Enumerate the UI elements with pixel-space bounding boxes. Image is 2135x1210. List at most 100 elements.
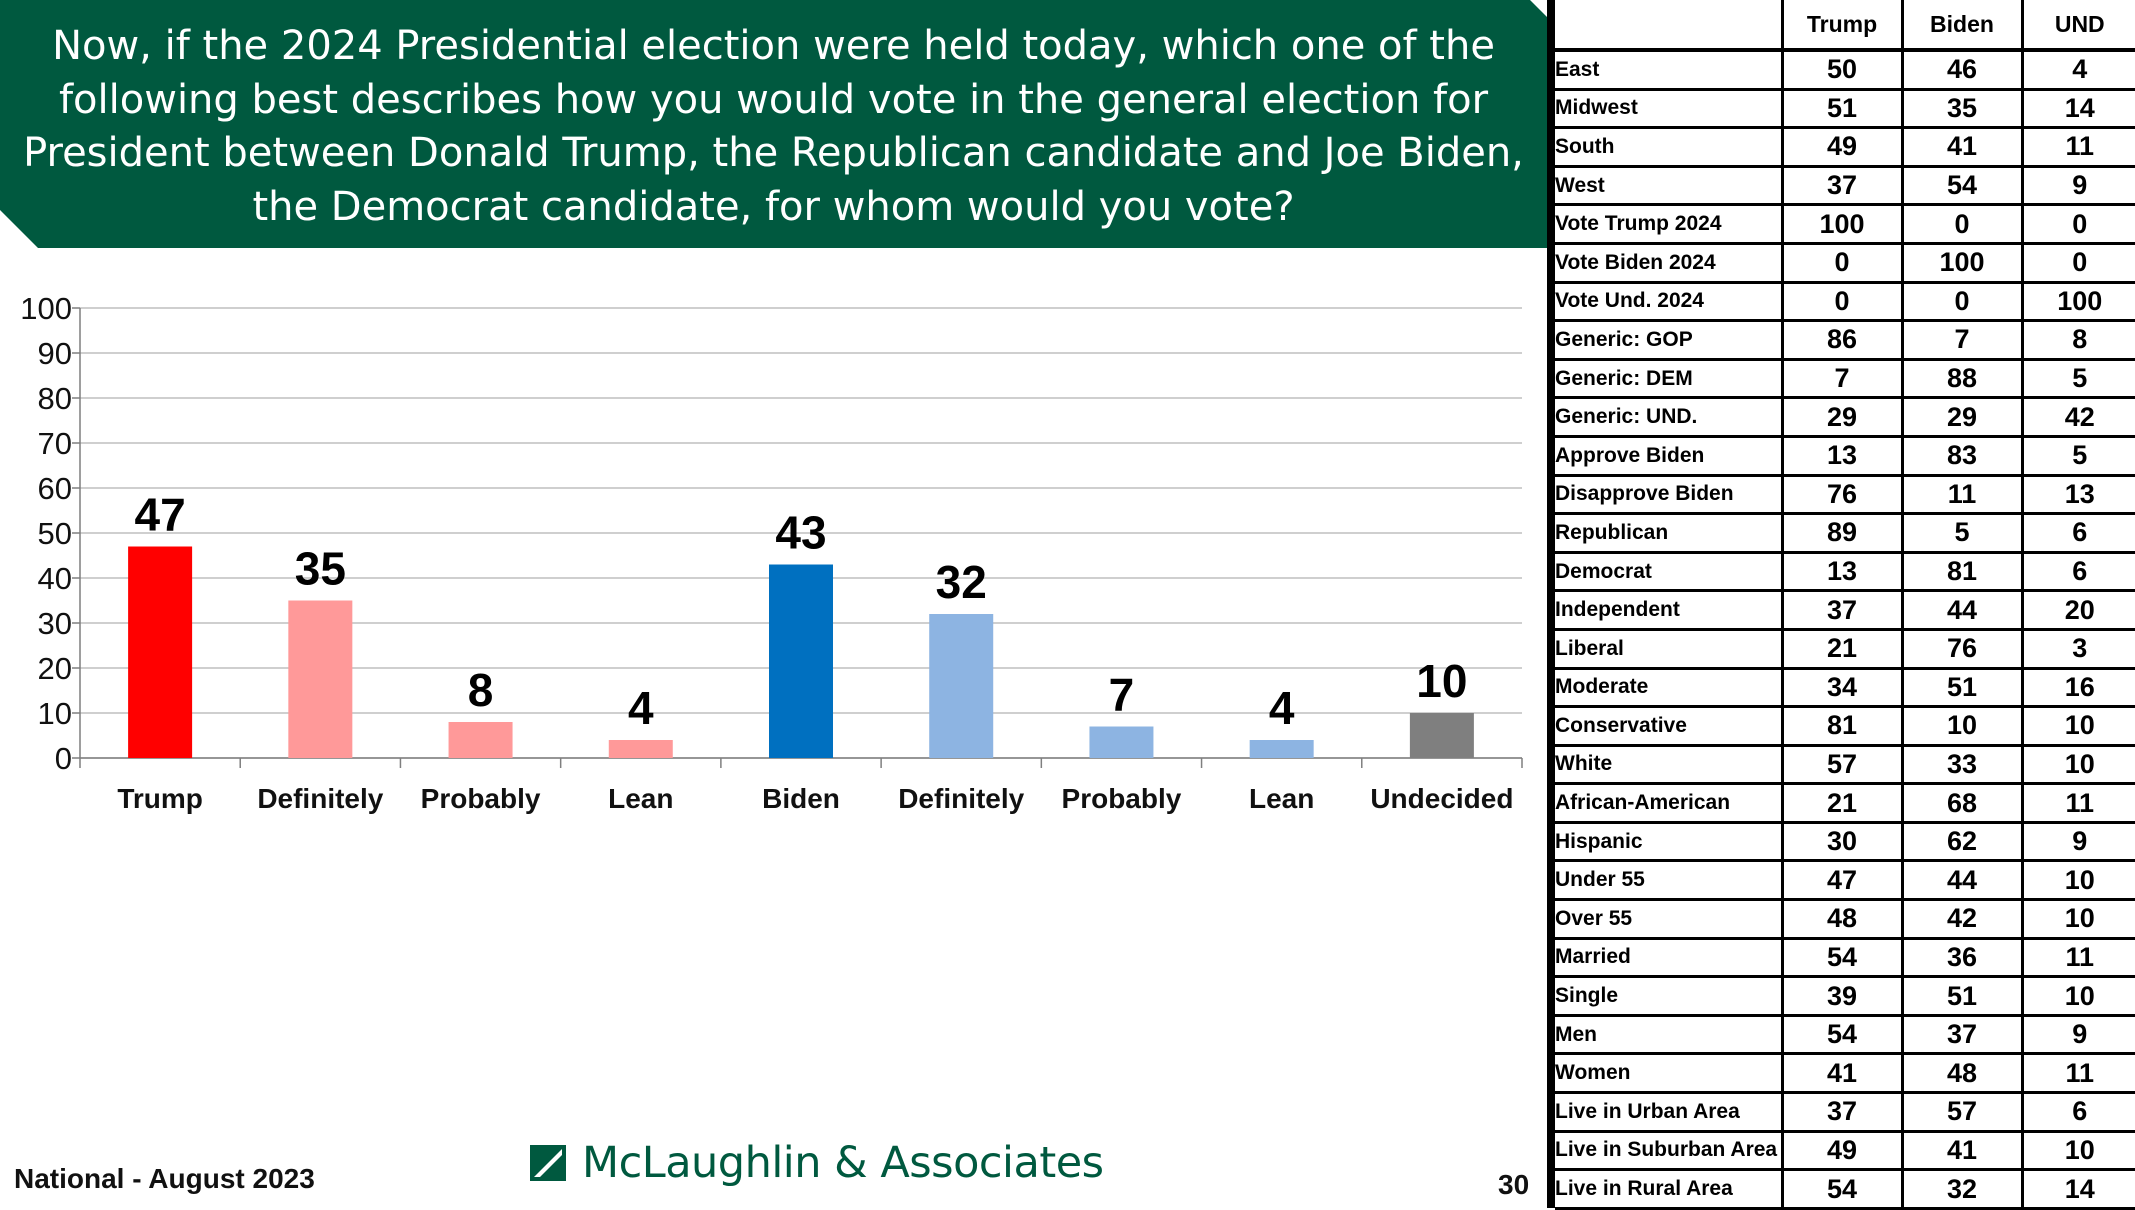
crosstab-cell-biden: 46 [1902, 50, 2024, 91]
crosstab-cell-trump: 37 [1782, 166, 1904, 207]
crosstab-header-trump: Trump [1782, 0, 1904, 52]
crosstab-cell-und: 9 [2022, 822, 2135, 863]
page-number: 30 [1498, 1169, 1530, 1200]
crosstab-row: Moderate 34 51 16 [1555, 668, 2135, 709]
y-tick-label: 50 [38, 516, 72, 551]
crosstab-cell-und: 6 [2022, 552, 2135, 593]
company-logo: McLaughlin & Associates [530, 1138, 1104, 1188]
bar-chart: 010203040506070809010047Trump35Definitel… [20, 291, 1523, 814]
crosstab-cell-trump: 37 [1782, 1092, 1904, 1133]
crosstab-cell-biden: 48 [1902, 1053, 2024, 1095]
crosstab-cell-biden: 62 [1902, 822, 2024, 863]
crosstab-row-label: Liberal [1555, 629, 1784, 670]
category-label: Definitely [898, 783, 1024, 814]
data-label: 32 [936, 556, 987, 608]
crosstab-row: Hispanic 30 62 9 [1555, 822, 2135, 863]
crosstab-row-label: East [1555, 50, 1784, 91]
crosstab-cell-trump: 7 [1782, 359, 1904, 400]
crosstab-cell-trump: 21 [1782, 629, 1904, 670]
data-label: 10 [1416, 655, 1467, 707]
crosstab-cell-trump: 21 [1782, 783, 1904, 824]
crosstab-cell-biden: 44 [1902, 860, 2024, 902]
crosstab-row-label: Over 55 [1555, 899, 1784, 940]
crosstab-row: Liberal 21 76 3 [1555, 629, 2135, 670]
crosstab-cell-trump: 29 [1782, 397, 1904, 438]
crosstab-row: Vote Biden 2024 0 100 0 [1555, 243, 2135, 284]
crosstab-cell-und: 3 [2022, 629, 2135, 670]
crosstab-row: Under 55 47 44 10 [1555, 860, 2135, 902]
logo-text: McLaughlin & Associates [582, 1138, 1104, 1188]
crosstab-cell-biden: 83 [1902, 436, 2024, 477]
crosstab-row: Over 55 48 42 10 [1555, 899, 2135, 940]
crosstab-header-biden: Biden [1902, 0, 2024, 52]
crosstab-row-label: Live in Urban Area [1555, 1092, 1784, 1133]
crosstab-cell-biden: 10 [1902, 706, 2024, 747]
crosstab-cell-biden: 51 [1902, 668, 2024, 709]
crosstab-cell-biden: 5 [1902, 513, 2024, 554]
crosstab-row-label: Single [1555, 976, 1784, 1017]
bar [608, 740, 673, 758]
crosstab-row: East 50 46 4 [1555, 50, 2135, 91]
crosstab-cell-und: 9 [2022, 166, 2135, 207]
crosstab-row-label: Generic: DEM [1555, 359, 1784, 400]
y-tick-label: 40 [38, 561, 72, 596]
crosstab-cell-und: 6 [2022, 1092, 2135, 1133]
crosstab-cell-biden: 51 [1902, 976, 2024, 1017]
category-label: Trump [117, 783, 203, 814]
y-tick-label: 20 [38, 651, 72, 686]
crosstab-row-label: Republican [1555, 513, 1784, 554]
crosstab-row: Conservative 81 10 10 [1555, 706, 2135, 747]
category-label: Probably [421, 783, 541, 814]
crosstab-cell-und: 10 [2022, 745, 2135, 786]
bar [128, 546, 193, 758]
crosstab-cell-biden: 81 [1902, 552, 2024, 593]
crosstab-cell-biden: 36 [1902, 938, 2024, 979]
crosstab-cell-trump: 54 [1782, 938, 1904, 979]
crosstab-row-label: Married [1555, 938, 1784, 979]
y-tick-label: 90 [38, 336, 72, 371]
y-tick-label: 80 [38, 381, 72, 416]
data-label: 8 [468, 664, 494, 716]
crosstab-cell-und: 16 [2022, 668, 2135, 709]
crosstab-row: Approve Biden 13 83 5 [1555, 436, 2135, 477]
crosstab-cell-und: 8 [2022, 320, 2135, 361]
crosstab-cell-und: 10 [2022, 860, 2135, 902]
crosstab-cell-biden: 11 [1902, 475, 2024, 516]
crosstab-cell-biden: 37 [1902, 1015, 2024, 1056]
crosstab-cell-und: 5 [2022, 436, 2135, 477]
bar [1409, 713, 1474, 758]
crosstab-row: Generic: UND. 29 29 42 [1555, 397, 2135, 438]
crosstab-row: Women 41 48 11 [1555, 1053, 2135, 1095]
crosstab-cell-trump: 34 [1782, 668, 1904, 709]
crosstab-row-label: Generic: UND. [1555, 397, 1784, 438]
crosstab-cell-trump: 76 [1782, 475, 1904, 516]
crosstab-cell-biden: 29 [1902, 397, 2024, 438]
crosstab-row: White 57 33 10 [1555, 745, 2135, 786]
crosstab-cell-und: 9 [2022, 1015, 2135, 1056]
category-label: Biden [762, 783, 840, 814]
category-label: Probably [1062, 783, 1182, 814]
crosstab-cell-trump: 86 [1782, 320, 1904, 361]
crosstab-cell-biden: 33 [1902, 745, 2024, 786]
crosstab-row: Single 39 51 10 [1555, 976, 2135, 1017]
crosstab-cell-und: 10 [2022, 899, 2135, 940]
crosstab-row: Generic: GOP 86 7 8 [1555, 320, 2135, 361]
category-label: Lean [608, 783, 673, 814]
crosstab-row: Men 54 37 9 [1555, 1015, 2135, 1056]
crosstab-row: West 37 54 9 [1555, 166, 2135, 207]
crosstab-row: Democrat 13 81 6 [1555, 552, 2135, 593]
crosstab-row-label: Vote Und. 2024 [1555, 282, 1784, 323]
crosstab-cell-und: 13 [2022, 475, 2135, 516]
crosstab-cell-trump: 37 [1782, 590, 1904, 631]
survey-date-label: National - August 2023 [14, 1163, 315, 1194]
crosstab-row: Independent 37 44 20 [1555, 590, 2135, 631]
y-tick-label: 10 [38, 696, 72, 731]
crosstab-cell-und: 11 [2022, 783, 2135, 824]
crosstab-row: African-American 21 68 11 [1555, 783, 2135, 824]
crosstab-cell-trump: 89 [1782, 513, 1904, 554]
crosstab-cell-trump: 48 [1782, 899, 1904, 940]
crosstab-table-panel: Trump Biden UND East 50 46 4 Midwest 51 35 14 So… [1547, 0, 2135, 1210]
crosstab-cell-trump: 41 [1782, 1053, 1904, 1095]
crosstab-cell-biden: 68 [1902, 783, 2024, 824]
crosstab-row-label: Men [1555, 1015, 1784, 1056]
